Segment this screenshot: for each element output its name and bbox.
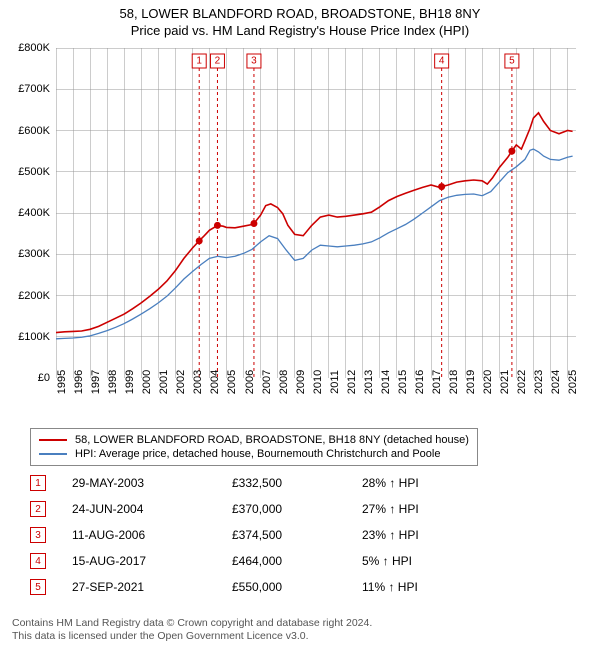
sale-price: £464,000 [232, 554, 362, 568]
legend: 58, LOWER BLANDFORD ROAD, BROADSTONE, BH… [30, 428, 478, 466]
y-axis-label: £400K [18, 207, 50, 219]
x-axis-label: 2024 [550, 370, 562, 394]
y-axis-label: £500K [18, 166, 50, 178]
sale-pct: 5% ↑ HPI [362, 554, 482, 568]
sale-price: £332,500 [232, 476, 362, 490]
x-axis-label: 2005 [226, 370, 238, 394]
legend-item: 58, LOWER BLANDFORD ROAD, BROADSTONE, BH… [39, 433, 469, 447]
table-row: 5 27-SEP-2021 £550,000 11% ↑ HPI [30, 574, 482, 600]
x-axis-label: 2006 [244, 370, 256, 394]
y-axis-label: £800K [18, 42, 50, 54]
y-axis-label: £700K [18, 83, 50, 95]
sale-price: £550,000 [232, 580, 362, 594]
page-title: 58, LOWER BLANDFORD ROAD, BROADSTONE, BH… [0, 6, 600, 21]
x-axis-label: 2000 [141, 370, 153, 394]
sale-pct: 28% ↑ HPI [362, 476, 482, 490]
legend-swatch [39, 439, 67, 441]
x-axis-label: 1996 [73, 370, 85, 394]
x-axis-label: 2001 [158, 370, 170, 394]
y-axis-label: £0 [38, 372, 50, 384]
x-axis-label: 1999 [124, 370, 136, 394]
legend-swatch [39, 453, 67, 455]
x-axis-label: 2002 [175, 370, 187, 394]
x-axis-label: 2004 [209, 370, 221, 394]
x-axis-label: 2007 [261, 370, 273, 394]
x-axis-label: 2020 [482, 370, 494, 394]
table-row: 3 11-AUG-2006 £374,500 23% ↑ HPI [30, 522, 482, 548]
x-axis-label: 2021 [499, 370, 511, 394]
sale-pct: 27% ↑ HPI [362, 502, 482, 516]
table-row: 4 15-AUG-2017 £464,000 5% ↑ HPI [30, 548, 482, 574]
sale-price: £370,000 [232, 502, 362, 516]
x-axis-label: 2009 [295, 370, 307, 394]
x-axis-label: 2008 [278, 370, 290, 394]
page-subtitle: Price paid vs. HM Land Registry's House … [0, 21, 600, 38]
sale-date: 27-SEP-2021 [72, 580, 232, 594]
y-axis-label: £600K [18, 125, 50, 137]
legend-label: HPI: Average price, detached house, Bour… [75, 448, 440, 460]
table-row: 1 29-MAY-2003 £332,500 28% ↑ HPI [30, 470, 482, 496]
y-axis-label: £300K [18, 248, 50, 260]
sale-marker-icon: 1 [30, 475, 46, 491]
footer-line: Contains HM Land Registry data © Crown c… [12, 617, 372, 631]
x-axis-label: 2025 [567, 370, 579, 394]
x-axis-label: 2011 [329, 370, 341, 394]
x-axis-label: 2012 [346, 370, 358, 394]
sale-pct: 23% ↑ HPI [362, 528, 482, 542]
price-chart: 12345 £0£100K£200K£300K£400K£500K£600K£7… [56, 48, 576, 378]
sale-marker-icon: 4 [30, 553, 46, 569]
x-axis-label: 2016 [414, 370, 426, 394]
sale-marker-icon: 2 [30, 501, 46, 517]
svg-text:4: 4 [439, 56, 445, 67]
sale-pct: 11% ↑ HPI [362, 580, 482, 594]
x-axis-label: 1995 [56, 370, 68, 394]
sales-table: 1 29-MAY-2003 £332,500 28% ↑ HPI 2 24-JU… [30, 470, 482, 600]
y-axis-label: £100K [18, 331, 50, 343]
x-axis-label: 2014 [380, 370, 392, 394]
sale-date: 15-AUG-2017 [72, 554, 232, 568]
sale-date: 29-MAY-2003 [72, 476, 232, 490]
x-axis-label: 2010 [312, 370, 324, 394]
y-axis-label: £200K [18, 290, 50, 302]
x-axis-label: 2019 [465, 370, 477, 394]
legend-label: 58, LOWER BLANDFORD ROAD, BROADSTONE, BH… [75, 434, 469, 446]
x-axis-label: 2015 [397, 370, 409, 394]
sale-date: 24-JUN-2004 [72, 502, 232, 516]
x-axis-label: 1997 [90, 370, 102, 394]
table-row: 2 24-JUN-2004 £370,000 27% ↑ HPI [30, 496, 482, 522]
x-axis-label: 2013 [363, 370, 375, 394]
sale-marker-icon: 3 [30, 527, 46, 543]
chart-svg: 1 2 3 4 5 [56, 48, 576, 378]
footer-line: This data is licensed under the Open Gov… [12, 630, 372, 644]
svg-text:5: 5 [509, 56, 515, 67]
svg-text:2: 2 [215, 56, 221, 67]
x-axis-label: 2023 [533, 370, 545, 394]
x-axis-label: 2017 [431, 370, 443, 394]
sale-date: 11-AUG-2006 [72, 528, 232, 542]
x-axis-label: 2022 [516, 370, 528, 394]
x-axis-label: 1998 [107, 370, 119, 394]
legend-item: HPI: Average price, detached house, Bour… [39, 447, 469, 461]
sale-price: £374,500 [232, 528, 362, 542]
svg-text:1: 1 [196, 56, 202, 67]
sale-marker-icon: 5 [30, 579, 46, 595]
svg-text:3: 3 [251, 56, 257, 67]
footer: Contains HM Land Registry data © Crown c… [12, 617, 372, 644]
x-axis-label: 2003 [192, 370, 204, 394]
x-axis-label: 2018 [448, 370, 460, 394]
